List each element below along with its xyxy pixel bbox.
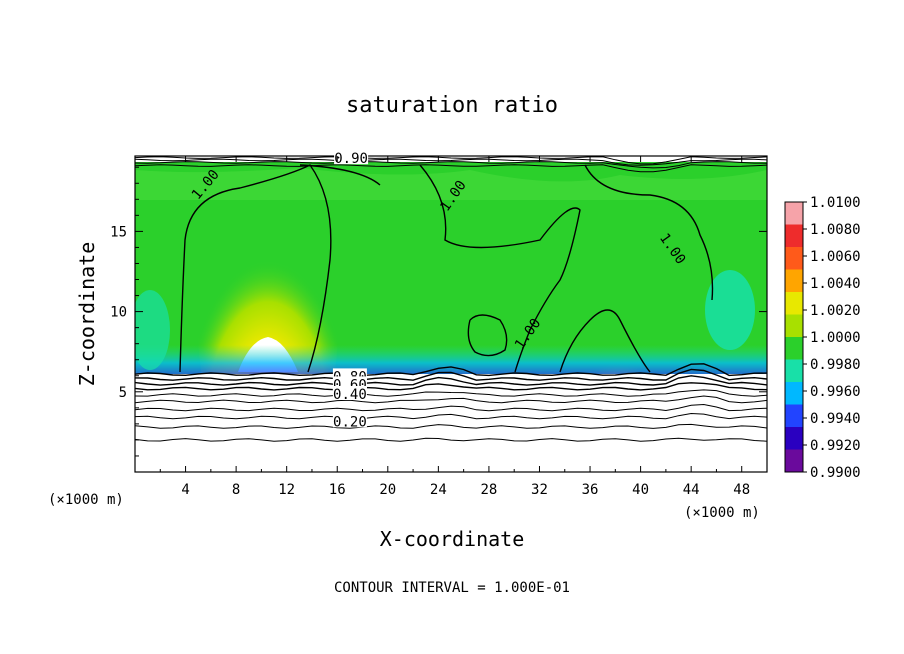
contour-label-bg — [334, 150, 369, 165]
y-tick-label: 5 — [119, 385, 127, 401]
cyan-patch-right — [705, 270, 755, 350]
colorbar-swatch — [785, 382, 803, 405]
stable-contour — [135, 403, 767, 412]
colorbar-label: 0.9900 — [810, 465, 861, 481]
contour-interval-note: CONTOUR INTERVAL = 1.000E-01 — [334, 580, 570, 596]
contour-label: 0.40 — [332, 386, 367, 403]
contour-label-bg — [332, 386, 367, 400]
stable-layer-contours — [135, 363, 767, 442]
colorbar-label: 1.0080 — [810, 222, 861, 238]
stable-contour — [135, 363, 767, 377]
x-tick-label: 48 — [733, 482, 750, 498]
colorbar-swatch — [785, 314, 803, 338]
contour-label-bg — [332, 413, 367, 428]
stable-contour — [135, 368, 767, 381]
colorbar-swatch — [785, 404, 803, 428]
contour-100-right-lower — [559, 309, 651, 373]
x-tick-label: 4 — [181, 482, 189, 498]
top-white-layer — [135, 156, 767, 162]
colorbar: 1.0100 1.0080 1.0060 1.0040 1.0020 1.0000 0.99… — [784, 195, 861, 481]
contour-100-lower-mid — [467, 314, 508, 357]
x-tick-label: 28 — [480, 482, 497, 498]
contour-label: 0.20 — [332, 413, 367, 430]
contour-100-left — [179, 164, 332, 373]
colorbar-swatch — [785, 224, 803, 248]
x-tick-label: 16 — [329, 482, 346, 498]
stable-contour — [135, 437, 767, 442]
stable-contour — [135, 423, 767, 429]
colorbar-swatch — [785, 427, 803, 450]
x-tick-label: 36 — [582, 482, 599, 498]
x-tick-label: 40 — [632, 482, 649, 498]
colorbar-swatch — [785, 449, 803, 473]
colorbar-swatch — [785, 337, 803, 360]
contour-label-text: 0.90 — [334, 151, 368, 167]
colorbar-swatch — [785, 269, 803, 293]
contour-label-text: 0.40 — [333, 387, 367, 403]
top-contour — [135, 161, 767, 169]
stable-contour — [135, 382, 767, 391]
plot-field — [135, 156, 767, 472]
top-layer-contours — [135, 156, 767, 173]
colorbar-label: 1.0000 — [810, 330, 861, 346]
stable-contour — [135, 375, 767, 386]
colorbar-label: 1.0040 — [810, 276, 861, 292]
top-contour — [135, 164, 767, 173]
colorbar-swatch — [785, 202, 803, 225]
field-lightgreen-upper — [135, 168, 767, 200]
x-unit-left: (×1000 m) — [48, 492, 124, 508]
y-axis: 5 10 15 — [110, 166, 767, 457]
x-tick-label: 24 — [430, 482, 447, 498]
x-axis: 4 8 12 16 20 24 28 32 36 40 44 48 — [159, 156, 750, 498]
plot-frame — [134, 155, 768, 473]
x-tick-label: 44 — [683, 482, 700, 498]
stable-layer — [135, 374, 767, 472]
contour-label: 0.90 — [334, 150, 369, 167]
contour-100-right — [584, 164, 714, 301]
contour-100-mid — [419, 164, 581, 373]
colorbar-label: 0.9940 — [810, 411, 861, 427]
stable-contour — [135, 389, 767, 397]
stable-contour — [135, 395, 767, 404]
colorbar-label: 1.0020 — [810, 303, 861, 319]
chart-title: saturation ratio — [346, 93, 558, 118]
contour-label-text: 0.20 — [333, 414, 367, 430]
colorbar-label: 1.0100 — [810, 195, 861, 211]
top-contour — [135, 156, 767, 165]
x-axis-label: X-coordinate — [380, 527, 525, 551]
x-unit-right: (×1000 m) — [684, 505, 760, 521]
cyan-patch-left — [135, 290, 170, 370]
colorbar-label: 0.9920 — [810, 438, 861, 454]
colorbar-swatch — [785, 247, 803, 270]
x-tick-label: 8 — [232, 482, 240, 498]
base-blue-layer — [135, 345, 767, 375]
colorbar-label: 0.9980 — [810, 357, 861, 373]
colorbar-label: 1.0060 — [810, 249, 861, 265]
colorbar-label: 0.9960 — [810, 384, 861, 400]
top-contour — [135, 158, 767, 166]
x-tick-label: 12 — [278, 482, 295, 498]
y-tick-label: 10 — [110, 305, 127, 321]
colorbar-swatch — [785, 359, 803, 383]
y-tick-label: 15 — [110, 224, 127, 240]
x-tick-label: 20 — [379, 482, 396, 498]
colorbar-swatch — [785, 292, 803, 315]
x-tick-label: 32 — [531, 482, 548, 498]
y-axis-label: Z-coordinate — [75, 242, 99, 387]
stable-contour — [135, 412, 767, 420]
